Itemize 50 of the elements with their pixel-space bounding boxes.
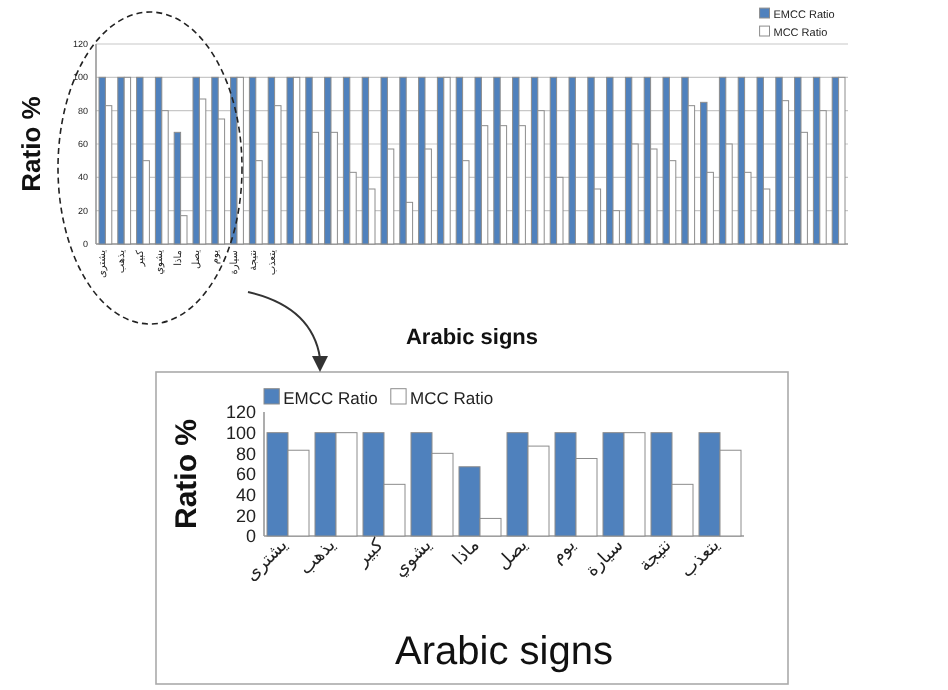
- x-axis-title: Arabic signs: [405, 326, 539, 350]
- bar: [700, 101, 708, 245]
- y-tick-label: 120: [225, 402, 256, 423]
- x-tick-label: يشوي: [390, 535, 437, 582]
- bar: [98, 76, 106, 245]
- y-tick-label: 20: [235, 505, 256, 526]
- y-axis-title: Ratio %: [170, 418, 204, 530]
- bar: [292, 76, 301, 245]
- bar: [756, 76, 764, 245]
- bar: [443, 76, 451, 245]
- legend-label: EMCC Ratio: [283, 388, 379, 408]
- y-tick-label: 40: [235, 484, 256, 505]
- bar: [380, 76, 388, 245]
- bar: [173, 131, 182, 245]
- x-tick-label: سيارة: [582, 536, 629, 582]
- y-tick-label: 100: [225, 422, 256, 443]
- bar: [192, 76, 200, 245]
- y-tick-label: 0: [245, 526, 256, 547]
- bar: [117, 76, 125, 245]
- bar: [606, 76, 614, 245]
- x-tick-label: يصل: [493, 535, 533, 575]
- x-tick-label: يذهب: [296, 535, 341, 580]
- y-axis-title: Ratio %: [16, 95, 46, 192]
- bar: [775, 76, 783, 245]
- legend-label: MCC Ratio: [410, 388, 494, 408]
- bar: [399, 76, 407, 245]
- bar: [493, 76, 501, 245]
- bar: [681, 76, 689, 245]
- x-tick-label: كبير: [351, 535, 390, 573]
- bar: [324, 76, 332, 245]
- bar: [587, 76, 595, 245]
- x-axis-title: Arabic signs: [395, 630, 613, 674]
- bar: [474, 76, 482, 245]
- bar: [361, 76, 370, 245]
- bar: [568, 76, 576, 245]
- bar: [211, 76, 219, 245]
- bar: [305, 76, 313, 245]
- x-tick-label: ماذا: [450, 535, 485, 571]
- x-tick-label: نتيجة: [635, 536, 677, 577]
- bar: [838, 76, 846, 245]
- y-tick-label: 80: [235, 443, 256, 464]
- bar: [794, 76, 802, 245]
- bar: [662, 76, 670, 245]
- bar: [136, 76, 144, 245]
- x-tick-label: يوم: [548, 535, 581, 569]
- y-tick-label: 60: [235, 464, 256, 485]
- bar: [286, 76, 294, 245]
- bar: [418, 76, 426, 245]
- x-tick-label: يتعذب: [677, 535, 725, 583]
- bar: [123, 76, 132, 245]
